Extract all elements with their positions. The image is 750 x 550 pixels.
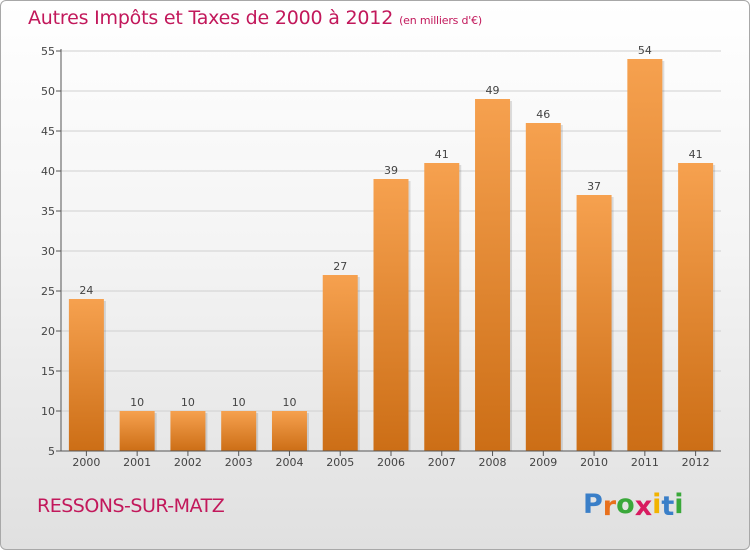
x-tick-label: 2000: [72, 456, 100, 469]
proxiti-logo: Proxiti: [583, 489, 684, 522]
data-label: 37: [587, 180, 601, 193]
logo-letter: i: [674, 489, 684, 520]
y-tick-label: 25: [41, 285, 55, 298]
bar-2009: [525, 123, 561, 451]
bar-2010: [576, 195, 612, 451]
x-tick-label: 2009: [529, 456, 557, 469]
x-tick-label: 2010: [580, 456, 608, 469]
y-tick-label: 40: [41, 165, 55, 178]
bar-2000: [68, 299, 104, 451]
x-tick-label: 2005: [326, 456, 354, 469]
bar-2004: [271, 411, 307, 451]
y-tick-label: 35: [41, 205, 55, 218]
data-label: 10: [130, 396, 144, 409]
chart-title: Autres Impôts et Taxes de 2000 à 2012 (en…: [28, 7, 482, 29]
logo-letter: x: [634, 491, 653, 522]
logo-letter: o: [616, 489, 635, 520]
data-label: 10: [282, 396, 296, 409]
bar-2002: [170, 411, 206, 451]
data-label: 24: [79, 284, 93, 297]
y-tick-label: 55: [41, 45, 55, 58]
bar-2005: [322, 275, 358, 451]
bar-2008: [475, 99, 511, 451]
data-label: 41: [435, 148, 449, 161]
y-tick-label: 10: [41, 405, 55, 418]
logo-letter: i: [652, 489, 662, 520]
bar-2012: [678, 163, 714, 451]
data-label: 46: [536, 108, 550, 121]
bar-2001: [119, 411, 155, 451]
unit-label: (en milliers d'€): [399, 14, 482, 27]
data-label: 27: [333, 260, 347, 273]
x-tick-label: 2011: [631, 456, 659, 469]
data-label: 39: [384, 164, 398, 177]
bar-2007: [424, 163, 460, 451]
y-tick-label: 30: [41, 245, 55, 258]
axes: 5 10 15 20 25 30 35 40 45 50 55 2000 2001 2002 2003 200…: [41, 45, 721, 469]
bar-2011: [627, 59, 663, 451]
data-label: 54: [638, 44, 652, 57]
title-text: Autres Impôts et Taxes de 2000 à 2012: [28, 7, 394, 29]
x-tick-label: 2008: [479, 456, 507, 469]
place-name: RESSONS-SUR-MATZ: [37, 495, 225, 517]
data-label: 41: [689, 148, 703, 161]
bar-2006: [373, 179, 409, 451]
logo-letter: r: [602, 491, 617, 522]
y-tick-label: 50: [41, 85, 55, 98]
x-tick-label: 2006: [377, 456, 405, 469]
x-tick-label: 2012: [682, 456, 710, 469]
y-tick-label: 5: [48, 445, 55, 458]
bars: 24 10 10 10 10 27 39 41 49 46 37 54 41: [68, 44, 716, 451]
data-label: 10: [232, 396, 246, 409]
y-tick-label: 45: [41, 125, 55, 138]
data-label: 10: [181, 396, 195, 409]
x-tick-label: 2003: [225, 456, 253, 469]
x-tick-label: 2004: [275, 456, 303, 469]
bar-2003: [221, 411, 257, 451]
x-tick-label: 2001: [123, 456, 151, 469]
logo-letter: t: [661, 491, 675, 522]
y-tick-label: 20: [41, 325, 55, 338]
y-tick-label: 15: [41, 365, 55, 378]
x-tick-label: 2007: [428, 456, 456, 469]
x-tick-label: 2002: [174, 456, 202, 469]
data-label: 49: [486, 84, 500, 97]
logo-letter: P: [583, 489, 603, 520]
